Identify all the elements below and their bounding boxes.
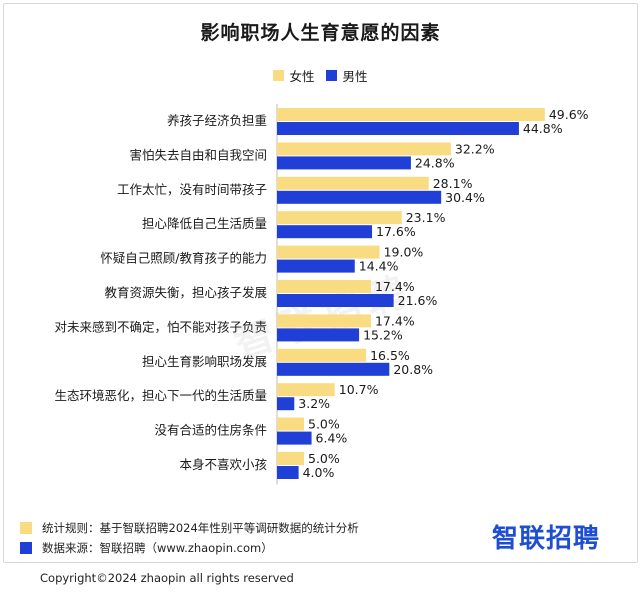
data-label-female: 19.0%: [384, 245, 424, 260]
footnote-source-text: 数据来源：智联招聘（www.zhaopin.com）: [42, 541, 273, 555]
bar-male: [277, 431, 312, 445]
bar-female: [277, 383, 335, 397]
data-label-male: 20.8%: [393, 362, 433, 377]
copyright-text: Copyright©2024 zhaopin all rights reserv…: [40, 571, 294, 585]
data-label-female: 32.2%: [455, 141, 495, 156]
data-label-male: 6.4%: [316, 431, 348, 446]
bar-male: [277, 466, 299, 479]
data-label-female: 16.5%: [370, 348, 410, 363]
bar-female: [277, 452, 304, 465]
data-label-male: 21.6%: [398, 293, 438, 308]
data-label-female: 23.1%: [406, 210, 446, 225]
data-label-male: 44.8%: [523, 121, 563, 136]
category-label: 害怕失去自由和自我空间: [129, 147, 267, 162]
bar-female: [277, 142, 451, 156]
footnote-swatch-source: [20, 542, 32, 554]
legend-swatch-female: [273, 70, 285, 81]
bar-male: [277, 122, 519, 135]
footnote-swatch-rule: [20, 522, 32, 534]
bar-female: [277, 245, 380, 259]
chart-frame: [3, 3, 638, 563]
footnote-rule-text: 统计规则：基于智联招聘2024年性别平等调研数据的统计分析: [42, 521, 359, 535]
bar-male: [277, 190, 442, 204]
data-label-male: 4.0%: [303, 465, 335, 480]
data-label-male: 15.2%: [363, 327, 403, 342]
footnote-rule: 统计规则：基于智联招聘2024年性别平等调研数据的统计分析: [20, 520, 359, 536]
chart-legend: 女性 男性: [0, 66, 641, 85]
chart-title: 影响职场人生育意愿的因素: [200, 22, 441, 44]
legend-label-male: 男性: [342, 69, 368, 84]
bar-male: [277, 156, 411, 170]
category-label: 担心生育影响职场发展: [142, 354, 267, 369]
category-label: 教育资源失衡，担心孩子发展: [104, 285, 267, 300]
data-label-female: 17.4%: [375, 279, 415, 294]
data-label-male: 24.8%: [415, 155, 455, 170]
footnote-source: 数据来源：智联招聘（www.zhaopin.com）: [20, 540, 273, 556]
data-label-female: 28.1%: [433, 176, 473, 191]
bar-male: [277, 362, 390, 376]
bar-female: [277, 108, 545, 121]
legend-label-female: 女性: [289, 69, 315, 84]
category-label: 工作太忙，没有时间带孩子: [117, 182, 267, 197]
bar-female: [277, 314, 371, 328]
legend-item-male: 男性: [326, 66, 368, 85]
bar-male: [277, 225, 373, 239]
bar-male: [277, 397, 295, 411]
category-label: 生态环境恶化，担心下一代的生活质量: [54, 388, 267, 403]
bar-female: [277, 211, 402, 225]
data-label-male: 14.4%: [359, 259, 399, 274]
data-label-male: 30.4%: [445, 190, 485, 205]
bar-male: [277, 294, 394, 307]
bar-male: [277, 259, 355, 273]
bar-male: [277, 328, 360, 342]
bar-female: [277, 417, 304, 431]
data-label-female: 17.4%: [375, 313, 415, 328]
category-label: 担心降低自己生活质量: [142, 216, 267, 231]
category-label: 怀疑自己照顾/教育孩子的能力: [100, 251, 267, 266]
category-label: 本身不喜欢小孩: [179, 457, 267, 472]
data-label-male: 17.6%: [376, 224, 416, 239]
brand-logo: 智联招聘: [492, 524, 601, 554]
category-label: 养孩子经济负担重: [167, 113, 267, 128]
bar-chart: 养孩子经济负担重 49.6%44.8% 害怕失去自由和自我空间 32.2%24.8% 工…: [54, 104, 589, 485]
data-label-male: 3.2%: [298, 396, 330, 411]
bar-female: [277, 176, 429, 190]
data-label-female: 10.7%: [339, 382, 379, 397]
bar-female: [277, 280, 371, 293]
category-label: 对未来感到不确定，怕不能对孩子负责: [54, 319, 267, 334]
data-label-female: 5.0%: [308, 417, 340, 432]
bar-female: [277, 348, 367, 362]
data-label-female: 5.0%: [308, 451, 340, 466]
legend-swatch-male: [326, 70, 338, 81]
legend-item-female: 女性: [273, 66, 315, 85]
category-label: 没有合适的住房条件: [154, 423, 267, 438]
data-label-female: 49.6%: [549, 107, 589, 122]
